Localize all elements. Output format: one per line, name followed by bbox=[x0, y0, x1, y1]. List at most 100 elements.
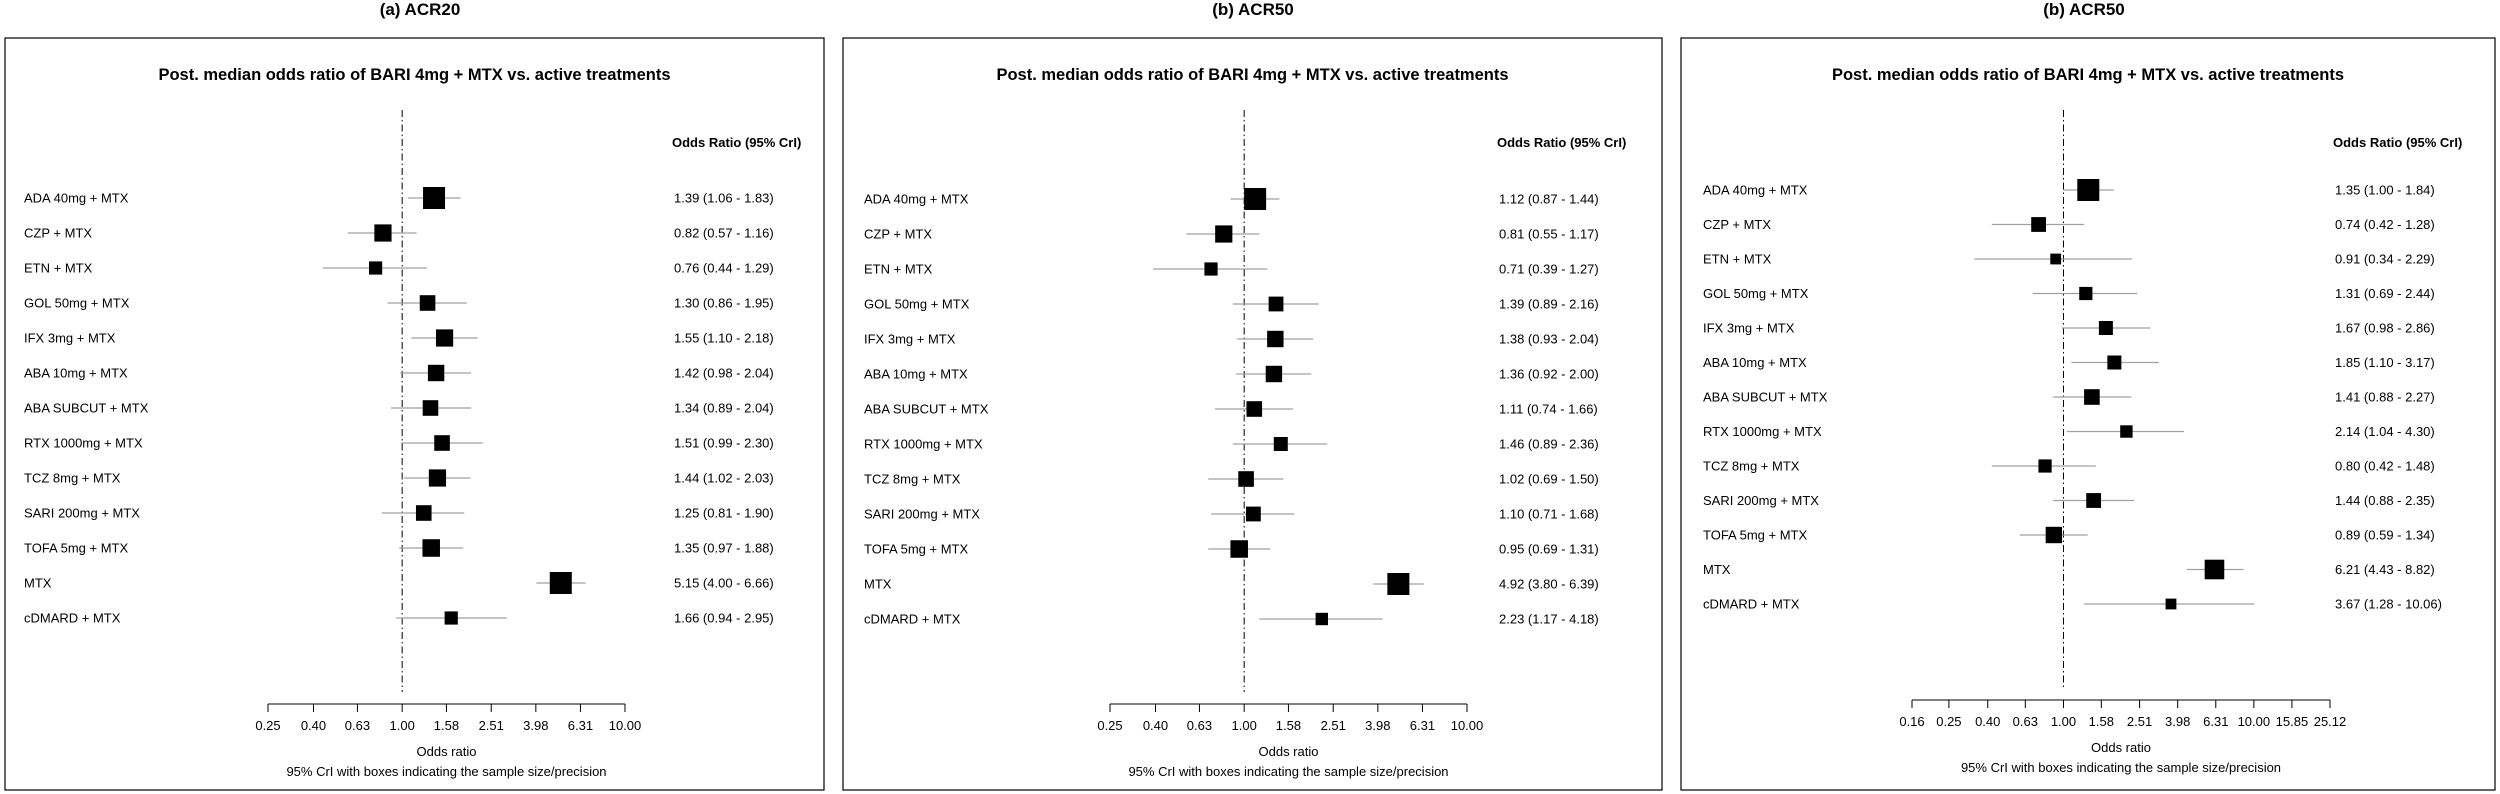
panel-a-row-label: ETN + MTX bbox=[24, 261, 93, 276]
panel-a-row-label: CZP + MTX bbox=[24, 226, 92, 241]
panel-c-ci-value: 6.21 (4.43 - 8.82) bbox=[2335, 562, 2435, 577]
panel-a-ci-header: Odds Ratio (95% CrI) bbox=[672, 135, 801, 150]
panel-b-ci-header: Odds Ratio (95% CrI) bbox=[1497, 135, 1626, 150]
panel-a-title: Post. median odds ratio of BARI 4mg + MT… bbox=[158, 66, 670, 84]
panel-b-ci-value: 1.39 (0.89 - 2.16) bbox=[1499, 297, 1599, 312]
panel-a-row-label: IFX 3mg + MTX bbox=[24, 331, 116, 346]
panel-a-x-tick-label: 3.98 bbox=[523, 718, 548, 733]
panel-a-estimate-box bbox=[435, 329, 454, 347]
panel-b-row-label: RTX 1000mg + MTX bbox=[864, 437, 983, 452]
panel-b-row-label: CZP + MTX bbox=[864, 227, 932, 242]
panel-c-ci-value: 1.85 (1.10 - 3.17) bbox=[2335, 355, 2435, 370]
panel-a-x-tick-label: 1.00 bbox=[390, 718, 415, 733]
panel-c-x-tick-label: 1.58 bbox=[2089, 714, 2114, 729]
panel-b-ci-value: 0.81 (0.55 - 1.17) bbox=[1499, 227, 1599, 242]
panel-b-x-tick-label: 0.63 bbox=[1187, 718, 1212, 733]
panel-a-row-label: ABA SUBCUT + MTX bbox=[24, 401, 149, 416]
panel-a-ci-value: 1.25 (0.81 - 1.90) bbox=[674, 506, 774, 521]
panel-c-estimate-box bbox=[2084, 389, 2100, 405]
panel-c-ci-header: Odds Ratio (95% CrI) bbox=[2333, 135, 2462, 150]
panel-b-estimate-box bbox=[1267, 330, 1284, 348]
panel-c-row-label: TCZ 8mg + MTX bbox=[1703, 459, 1800, 474]
panel-b-ci-value: 2.23 (1.17 - 4.18) bbox=[1499, 612, 1599, 627]
panel-c-x-tick-label: 10.00 bbox=[2238, 714, 2271, 729]
panel-b-estimate-box bbox=[1268, 296, 1284, 312]
panel-c-ci-value: 3.67 (1.28 - 10.06) bbox=[2335, 597, 2442, 612]
panel-c-row-label: TOFA 5mg + MTX bbox=[1703, 528, 1807, 543]
panel-a-estimate-box bbox=[422, 539, 440, 557]
panel-c-x-tick-label: 6.31 bbox=[2203, 714, 2228, 729]
panel-a-ci-value: 1.42 (0.98 - 2.04) bbox=[674, 366, 774, 381]
panel-c-x-tick-label: 0.63 bbox=[2013, 714, 2038, 729]
panel-a-ci-value: 1.34 (0.89 - 2.04) bbox=[674, 401, 774, 416]
panel-b-estimate-box bbox=[1387, 573, 1410, 595]
panel-c-estimate-box bbox=[2086, 493, 2102, 508]
panel-c-ci-value: 2.14 (1.04 - 4.30) bbox=[2335, 424, 2435, 439]
panel-a-x-tick-label: 1.58 bbox=[434, 718, 459, 733]
panel-c-x-tick-label: 3.98 bbox=[2165, 714, 2190, 729]
panel-b-ci-value: 1.38 (0.93 - 2.04) bbox=[1499, 332, 1599, 347]
panel-c-x-axis-title: Odds ratio bbox=[2091, 740, 2151, 755]
panel-c-estimate-box bbox=[2038, 459, 2052, 473]
panel-c-x-tick-label: 0.25 bbox=[1936, 714, 1961, 729]
panel-b-row-label: ETN + MTX bbox=[864, 262, 933, 277]
panel-c-row-label: GOL 50mg + MTX bbox=[1703, 286, 1809, 301]
panel-b-estimate-box bbox=[1215, 225, 1233, 243]
panel-a-x-tick-label: 2.51 bbox=[479, 718, 504, 733]
panel-c-title: Post. median odds ratio of BARI 4mg + MT… bbox=[1832, 66, 2344, 84]
panel-c-x-tick-label: 1.00 bbox=[2051, 714, 2076, 729]
panel-b-x-tick-label: 1.58 bbox=[1276, 718, 1301, 733]
panel-b-estimate-box bbox=[1273, 437, 1288, 451]
panel-c-x-tick-label: 25.12 bbox=[2314, 714, 2347, 729]
panel-a-estimate-box bbox=[444, 611, 458, 625]
panel-a-row-label: RTX 1000mg + MTX bbox=[24, 436, 143, 451]
panel-b-row-label: cDMARD + MTX bbox=[864, 612, 961, 627]
panel-a-estimate-box bbox=[434, 435, 450, 451]
panel-c-estimate-box bbox=[2077, 179, 2100, 201]
panel-b-x-tick-label: 1.00 bbox=[1232, 718, 1257, 733]
panel-c-ci-value: 1.35 (1.00 - 1.84) bbox=[2335, 183, 2435, 198]
panel-b-ci-value: 0.71 (0.39 - 1.27) bbox=[1499, 262, 1599, 277]
panel-a-row-label: GOL 50mg + MTX bbox=[24, 296, 130, 311]
panel-a-ci-value: 0.82 (0.57 - 1.16) bbox=[674, 226, 774, 241]
panel-a-row-label: cDMARD + MTX bbox=[24, 611, 121, 626]
panel-a-x-tick-label: 10.00 bbox=[609, 718, 642, 733]
panel-b-row-label: SARI 200mg + MTX bbox=[864, 507, 980, 522]
panel-c-estimate-box bbox=[2120, 425, 2133, 438]
panel-a-estimate-box bbox=[428, 469, 447, 487]
panel-a-estimate-box bbox=[369, 261, 383, 275]
panel-a-estimate-box bbox=[419, 295, 436, 311]
panel-c-estimate-box bbox=[2107, 355, 2122, 370]
panel-b-estimate-box bbox=[1230, 540, 1248, 558]
panel-b-row-label: TCZ 8mg + MTX bbox=[864, 472, 961, 487]
panel-b-estimate-box bbox=[1246, 401, 1263, 417]
panel-b-row-label: GOL 50mg + MTX bbox=[864, 297, 970, 312]
panel-c-ci-value: 1.67 (0.98 - 2.86) bbox=[2335, 321, 2435, 336]
panel-b-frame bbox=[842, 37, 1663, 791]
panel-b-footnote: 95% CrI with boxes indicating the sample… bbox=[1128, 764, 1448, 779]
panel-a-x-tick-label: 6.31 bbox=[568, 718, 593, 733]
panel-a-ci-value: 1.55 (1.10 - 2.18) bbox=[674, 331, 774, 346]
panel-b-ci-value: 1.11 (0.74 - 1.66) bbox=[1499, 402, 1598, 417]
panel-a-footnote: 95% CrI with boxes indicating the sample… bbox=[286, 764, 606, 779]
panel-c-x-tick-label: 2.51 bbox=[2127, 714, 2152, 729]
panel-b-x-tick-label: 0.25 bbox=[1097, 718, 1122, 733]
panel-a-ci-value: 0.76 (0.44 - 1.29) bbox=[674, 261, 774, 276]
panel-a-estimate-box bbox=[422, 400, 439, 416]
panel-c-row-label: RTX 1000mg + MTX bbox=[1703, 424, 1822, 439]
panel-a-estimate-box bbox=[549, 572, 572, 594]
panel-c-estimate-box bbox=[2079, 286, 2093, 301]
panel-c-estimate-box bbox=[2045, 526, 2063, 544]
panel-a-ci-value: 1.39 (1.06 - 1.83) bbox=[674, 191, 774, 206]
panel-b-ci-value: 1.36 (0.92 - 2.00) bbox=[1499, 367, 1599, 382]
panel-a-row-label: ADA 40mg + MTX bbox=[24, 191, 129, 206]
panel-c-row-label: MTX bbox=[1703, 562, 1731, 577]
panel-b-ci-value: 4.92 (3.80 - 6.39) bbox=[1499, 577, 1599, 592]
panel-c-estimate-box bbox=[2050, 253, 2062, 265]
panel-c-ci-value: 1.41 (0.88 - 2.27) bbox=[2335, 390, 2435, 405]
panel-c-estimate-box bbox=[2204, 559, 2225, 580]
panel-b-row-label: ABA 10mg + MTX bbox=[864, 367, 968, 382]
panel-c-ci-value: 0.74 (0.42 - 1.28) bbox=[2335, 217, 2435, 232]
panel-b-x-axis-title: Odds ratio bbox=[1259, 744, 1319, 759]
